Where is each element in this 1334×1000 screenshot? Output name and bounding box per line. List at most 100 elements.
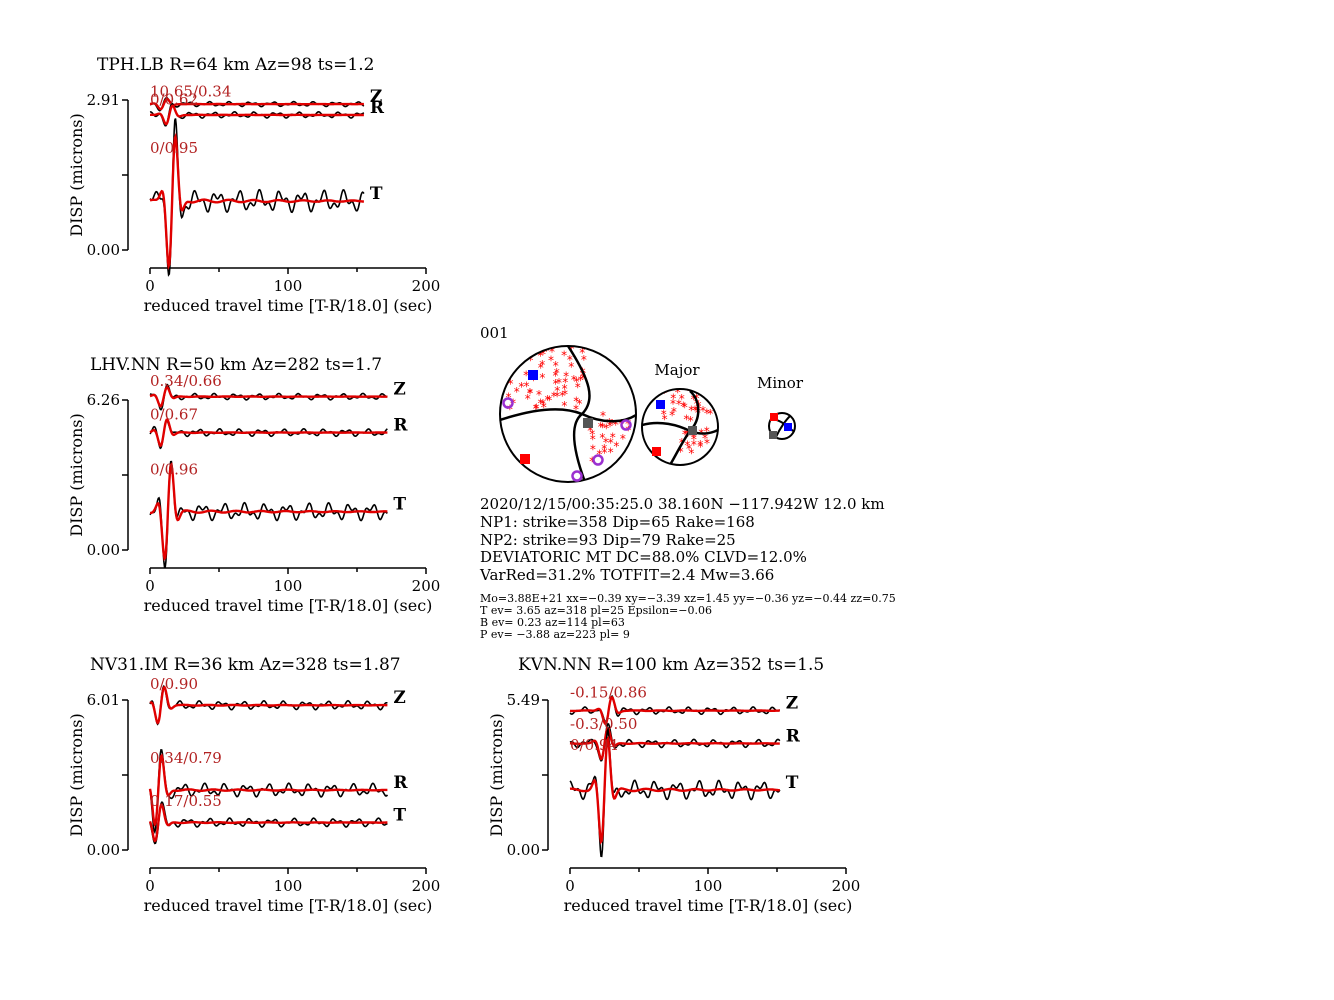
compression-star: * [554,390,560,404]
compression-star: * [608,436,614,450]
compression-star: * [527,386,533,400]
compression-star: * [553,359,559,373]
compression-star: * [527,353,533,367]
synthetic-trace-t [150,462,388,562]
component-label: R [786,726,801,746]
panel-title: TPH.LB R=64 km Az=98 ts=1.2 [97,55,374,75]
b-axis-marker [688,426,697,435]
shift-correlation-label: -0.3/0.50 [570,715,637,733]
x-tick-label: 200 [412,277,441,295]
component-label: Z [393,688,405,708]
compression-star: * [707,407,713,421]
compression-star: * [551,390,557,404]
compression-star: * [587,424,593,438]
compression-star: * [543,344,549,358]
compression-star: * [662,412,668,426]
compression-star: * [574,375,580,389]
component-label: Z [393,380,405,400]
shift-correlation-label: 0/0.95 [150,139,198,157]
shift-correlation-label: 0/0.96 [150,461,198,479]
compression-star: * [554,384,560,398]
compression-star: * [603,422,609,436]
station-marker [592,454,604,466]
compression-star: * [704,424,710,438]
compression-star: * [609,417,615,431]
observed-trace-t [149,118,365,277]
compression-star: * [599,431,605,445]
y-axis-label: DISP (microns) [67,113,86,237]
compression-star: * [697,438,703,452]
p-axis-marker [784,423,792,431]
component-label: Z [786,694,798,714]
p-axis-marker [528,370,538,380]
compression-star: * [571,373,577,387]
compression-star: * [700,404,706,418]
compression-star: * [608,446,614,460]
beachball-outline [499,345,637,483]
x-tick-label: 100 [694,877,723,895]
compression-star: * [691,393,697,407]
x-tick-label: 0 [145,877,155,895]
compression-star: * [596,447,602,461]
compression-star: * [540,397,546,411]
compression-star: * [601,442,607,456]
compression-star: * [682,428,688,442]
compression-star: * [590,443,596,457]
compression-star: * [675,386,681,400]
compression-star: * [549,345,555,359]
compression-star: * [610,431,616,445]
compression-star: * [688,414,694,428]
shift-correlation-label: 0/0.94 [570,736,618,754]
compression-star: * [562,382,568,396]
synthetic-trace-t [149,132,364,271]
shift-correlation-label: 0.17/0.55 [150,792,222,810]
compression-star: * [546,394,552,408]
compression-star: * [580,369,586,383]
compression-star: * [576,340,582,354]
t-axis-marker [770,413,778,421]
compression-star: * [671,405,677,419]
synthetic-trace-z [149,685,388,725]
compression-star: * [578,374,584,388]
y-tick-label: 0.00 [507,841,540,859]
compression-star: * [691,430,697,444]
compression-star: * [541,401,547,415]
compression-star: * [590,433,596,447]
trace-group: Z 0.34/0.66 R 0/0.67 T 0/0.96 [149,372,408,569]
compression-star: * [561,349,567,363]
y-tick-label: 6.26 [87,391,120,409]
compression-star: * [523,368,529,382]
compression-star: * [625,424,631,438]
y-tick-label: 6.01 [87,691,120,709]
component-label: T [786,773,799,793]
compression-star: * [545,393,551,407]
synthetic-trace-t [569,735,780,845]
x-tick-label: 200 [412,577,441,595]
compression-star: * [688,447,694,461]
compression-star: * [514,385,520,399]
x-tick-label: 0 [565,877,575,895]
shift-correlation-label: 0/0.67 [150,405,198,423]
observed-trace-r [149,419,388,450]
compression-star: * [606,416,612,430]
compression-star: * [553,369,559,383]
compression-star: * [536,347,542,361]
synthetic-trace-z [569,695,780,726]
minor-label: Minor [757,374,804,392]
x-axis-label: reduced travel time [T-R/18.0] (sec) [564,896,853,915]
compression-star: * [684,439,690,453]
compression-star: * [602,446,608,460]
panel-title: KVN.NN R=100 km Az=352 ts=1.5 [518,655,824,675]
compression-star: * [536,388,542,402]
synthetic-trace-t [148,803,388,843]
compression-star: * [691,438,697,452]
compression-star: * [530,374,536,388]
info-line: NP2: strike=93 Dip=79 Rake=25 [480,531,736,549]
panel-tph: TPH.LB R=64 km Az=98 ts=1.2 2.91 0.00 DI… [67,55,440,315]
synthetic-trace-r [149,418,388,448]
x-tick-label: 0 [145,277,155,295]
y-tick-label: 0.00 [87,841,120,859]
compression-star: * [581,353,587,367]
component-label: T [393,495,406,515]
synthetic-trace-z [149,97,364,111]
